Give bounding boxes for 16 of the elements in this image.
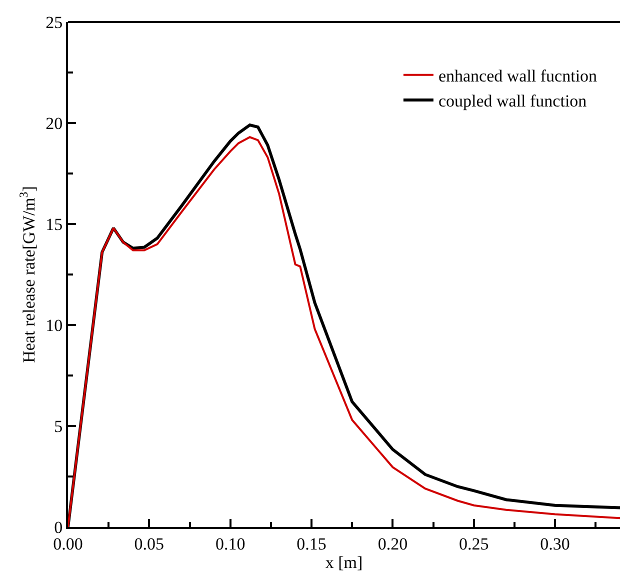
y-tick-label: 10 <box>46 316 63 335</box>
y-tick-label: 25 <box>46 12 63 32</box>
y-tick-label: 5 <box>54 416 63 436</box>
x-tick-label: 0.10 <box>215 534 246 554</box>
x-axis-title: x [m] <box>325 553 363 572</box>
legend-label: coupled wall function <box>438 92 588 111</box>
x-tick-label: 0.05 <box>134 534 164 554</box>
y-tick-label: 15 <box>46 214 63 234</box>
x-tick-label: 0.20 <box>378 534 408 554</box>
x-tick-label: 0.25 <box>459 534 489 554</box>
y-tick-label: 0 <box>54 518 63 537</box>
x-tick-label: 0.15 <box>296 534 326 554</box>
x-tick-label: 0.30 <box>540 534 570 554</box>
legend-label: enhanced wall fucntion <box>438 66 598 86</box>
y-tick-label: 20 <box>46 114 63 133</box>
x-tick-label: 0.00 <box>53 534 83 554</box>
